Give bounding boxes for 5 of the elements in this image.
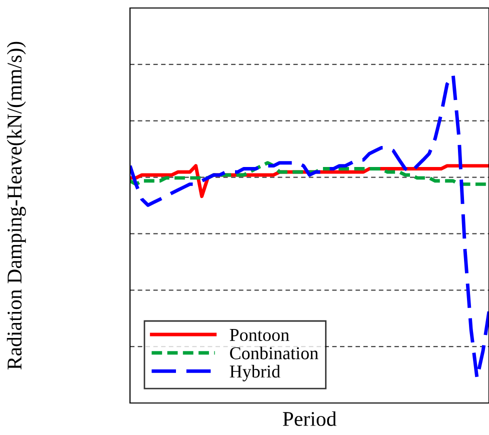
legend-label: Conbination <box>230 346 318 360</box>
legend-label: Hybrid <box>230 364 280 382</box>
legend-label: Pontoon <box>230 329 290 342</box>
y-axis-title: Radiation Damping-Heave(kN/(mm/s)) <box>6 42 26 370</box>
x-axis-title: Period <box>282 411 336 426</box>
